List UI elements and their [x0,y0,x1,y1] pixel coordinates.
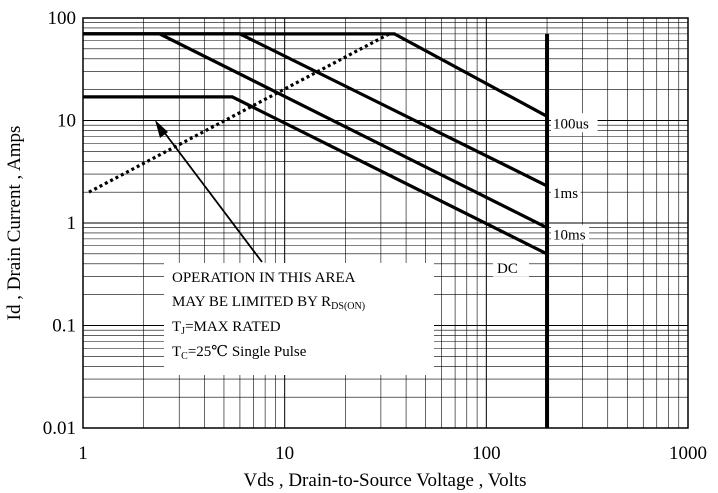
series-label-bg [551,224,590,244]
series-labels: 100us 1ms 10ms DC [493,113,598,277]
annotation-box: OPERATION IN THIS AREA MAY BE LIMITED BY … [155,120,434,375]
x-tick-label: 100 [472,443,501,464]
series-label-dc: DC [497,261,518,277]
y-tick-label: 0.01 [43,418,76,439]
annotation-line-1: OPERATION IN THIS AREA [172,270,356,286]
annotation-arrow-shaft [160,127,263,263]
y-tick-label: 1 [67,213,77,234]
x-tick-label: 10 [275,443,294,464]
series-label-10ms: 10ms [553,228,586,244]
x-axis-title: Vds , Drain-to-Source Voltage , Volts [243,470,526,491]
y-tick-label: 100 [48,8,77,29]
series-label-1ms: 1ms [553,186,578,202]
annotation-background [164,263,434,375]
y-tick-label: 0.1 [52,316,76,337]
series-label-bg [551,113,598,133]
y-tick-label: 10 [57,111,76,132]
series-label-bg [493,257,530,277]
series-line-10ms [83,32,548,230]
rds-on-limit-line [88,32,390,194]
annotation-line-4: TC=25℃ Single Pulse [172,344,307,362]
grid [83,18,688,428]
series-group [83,32,550,428]
annotation-arrow-head [155,120,168,138]
series-label-100us: 100us [553,116,589,132]
y-axis-title: Id , Drain Current , Amps [4,126,25,321]
annotation-line-2: MAY BE LIMITED BY RDS(ON) [172,294,365,312]
tick-labels: 1 10 100 1000 0.01 0.1 1 10 100 [43,8,707,464]
x-tick-label: 1 [78,443,88,464]
annotation-line-3: TJ=MAX RATED [172,319,281,337]
plot-frame [82,17,689,429]
series-line-dc [83,95,548,256]
series-label-bg [551,182,581,202]
x-tick-label: 1000 [669,443,707,464]
